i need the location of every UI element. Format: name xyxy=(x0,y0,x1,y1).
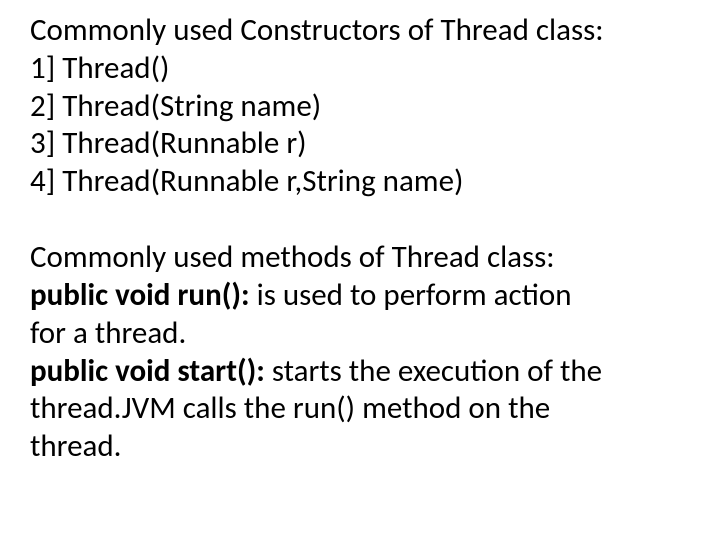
method-start-desc1: starts the execution of the xyxy=(272,352,602,390)
method-run-signature: public void run(): xyxy=(30,276,257,314)
section-spacer xyxy=(30,201,702,239)
method-start-signature: public void start(): xyxy=(30,352,272,390)
method-run-line2: for a thread. xyxy=(30,315,702,353)
constructors-heading: Commonly used Constructors of Thread cla… xyxy=(30,12,702,50)
method-start-line1: public void start(): starts the executio… xyxy=(30,353,702,391)
constructor-item-4: 4] Thread(Runnable r,String name) xyxy=(30,163,702,201)
method-start-line2: thread.JVM calls the run() method on the xyxy=(30,390,702,428)
constructor-item-2: 2] Thread(String name) xyxy=(30,88,702,126)
constructor-item-3: 3] Thread(Runnable r) xyxy=(30,125,702,163)
slide-content: Commonly used Constructors of Thread cla… xyxy=(0,0,720,466)
method-run-desc1: is used to perform action xyxy=(257,276,572,314)
constructor-item-1: 1] Thread() xyxy=(30,50,702,88)
methods-heading: Commonly used methods of Thread class: xyxy=(30,239,702,277)
method-run-line1: public void run(): is used to perform ac… xyxy=(30,277,702,315)
method-start-line3: thread. xyxy=(30,428,702,466)
